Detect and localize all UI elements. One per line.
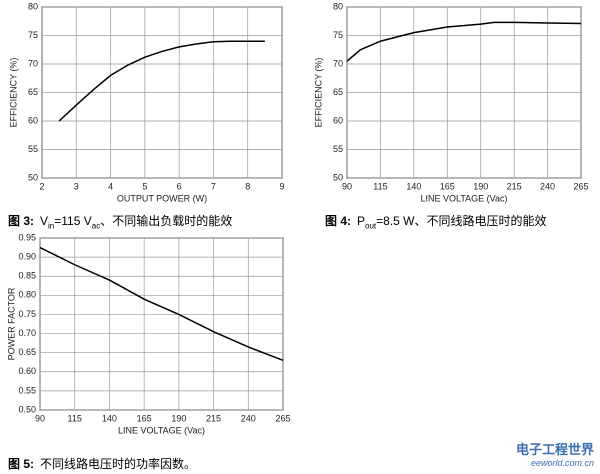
caption: 图 4: Pout=8.5 W、不同线路电压时的能效 [325, 212, 547, 230]
x-tick-label: 140 [406, 181, 421, 191]
y-tick-label: 55 [333, 144, 343, 154]
x-axis-label: LINE VOLTAGE (Vac) [118, 425, 205, 435]
plot-area [39, 237, 284, 411]
y-tick-label: 0.85 [18, 271, 36, 281]
y-axis-label: POWER FACTOR [6, 287, 16, 360]
caption: 图 3: Vin=115 Vac、不同输出负载时的能效 [8, 212, 232, 230]
x-tick-label: 8 [245, 181, 250, 191]
caption-text: =8.5 W、不同线路电压时的能效 [376, 214, 547, 228]
y-tick-label: 70 [333, 58, 343, 68]
x-tick-label: 215 [507, 181, 522, 191]
x-tick-label: 190 [171, 413, 186, 423]
caption-text: 、不同输出负载时的能效 [100, 214, 233, 228]
x-tick-label: 165 [137, 413, 152, 423]
y-tick-label: 0.75 [18, 309, 36, 319]
y-tick-label: 50 [28, 172, 38, 182]
x-tick-label: 190 [473, 181, 488, 191]
caption-label: 图 3: [8, 214, 35, 228]
y-tick-label: 0.50 [18, 404, 36, 414]
y-tick-label: 50 [333, 172, 343, 182]
data-line [58, 40, 265, 122]
y-tick-label: 0.60 [18, 366, 36, 376]
y-tick-label: 75 [28, 30, 38, 40]
y-tick-label: 0.65 [18, 347, 36, 357]
y-tick-label: 0.80 [18, 290, 36, 300]
x-tick-label: 140 [102, 413, 117, 423]
x-tick-label: 265 [275, 413, 290, 423]
y-tick-label: 80 [333, 1, 343, 11]
caption-label: 图 4: [325, 214, 352, 228]
caption-subscript: ac [91, 221, 101, 231]
x-tick-label: 165 [440, 181, 455, 191]
x-tick-label: 215 [206, 413, 221, 423]
caption-subscript: out [365, 221, 377, 231]
x-tick-label: 9 [279, 181, 284, 191]
y-tick-label: 0.55 [18, 385, 36, 395]
x-tick-label: 90 [35, 413, 45, 423]
y-tick-label: 0.95 [18, 232, 36, 242]
data-line [39, 246, 284, 362]
x-tick-label: 240 [241, 413, 256, 423]
x-tick-label: 4 [108, 181, 113, 191]
y-tick-label: 75 [333, 30, 343, 40]
y-tick-label: 55 [28, 144, 38, 154]
x-axis-label: LINE VOLTAGE (Vac) [420, 193, 507, 203]
x-tick-label: 90 [342, 181, 352, 191]
watermark-title: 电子工程世界 [515, 442, 594, 457]
caption-text: 不同线路电压时的功率因数。 [40, 457, 197, 471]
caption-text: V [40, 214, 49, 228]
y-axis-label: EFFICIENCY (%) [313, 58, 323, 128]
caption-text: =115 V [54, 214, 92, 228]
watermark: 电子工程世界 eeworld.com.cn [516, 439, 594, 468]
y-tick-label: 70 [28, 58, 38, 68]
y-tick-label: 65 [28, 87, 38, 97]
data-line [346, 21, 582, 62]
x-axis-label: OUTPUT POWER (W) [117, 193, 207, 203]
y-axis-label: EFFICIENCY (%) [8, 58, 18, 128]
y-tick-label: 0.70 [18, 328, 36, 338]
x-tick-label: 265 [573, 181, 588, 191]
x-tick-label: 115 [68, 413, 82, 423]
caption-label: 图 5: [8, 457, 35, 471]
x-tick-label: 115 [373, 181, 387, 191]
caption-subscript: in [48, 221, 55, 231]
x-tick-label: 3 [74, 181, 79, 191]
caption: 图 5: 不同线路电压时的功率因数。 [8, 455, 196, 472]
x-tick-label: 6 [177, 181, 182, 191]
x-tick-label: 5 [142, 181, 147, 191]
x-tick-label: 2 [39, 181, 44, 191]
y-tick-label: 60 [333, 115, 343, 125]
caption-text: P [357, 214, 366, 228]
y-tick-label: 80 [28, 1, 38, 11]
y-tick-label: 65 [333, 87, 343, 97]
watermark-site: eeworld.com.cn [530, 458, 594, 468]
x-tick-label: 240 [540, 181, 555, 191]
x-tick-label: 7 [211, 181, 216, 191]
y-tick-label: 0.90 [18, 251, 36, 261]
y-tick-label: 60 [28, 115, 38, 125]
